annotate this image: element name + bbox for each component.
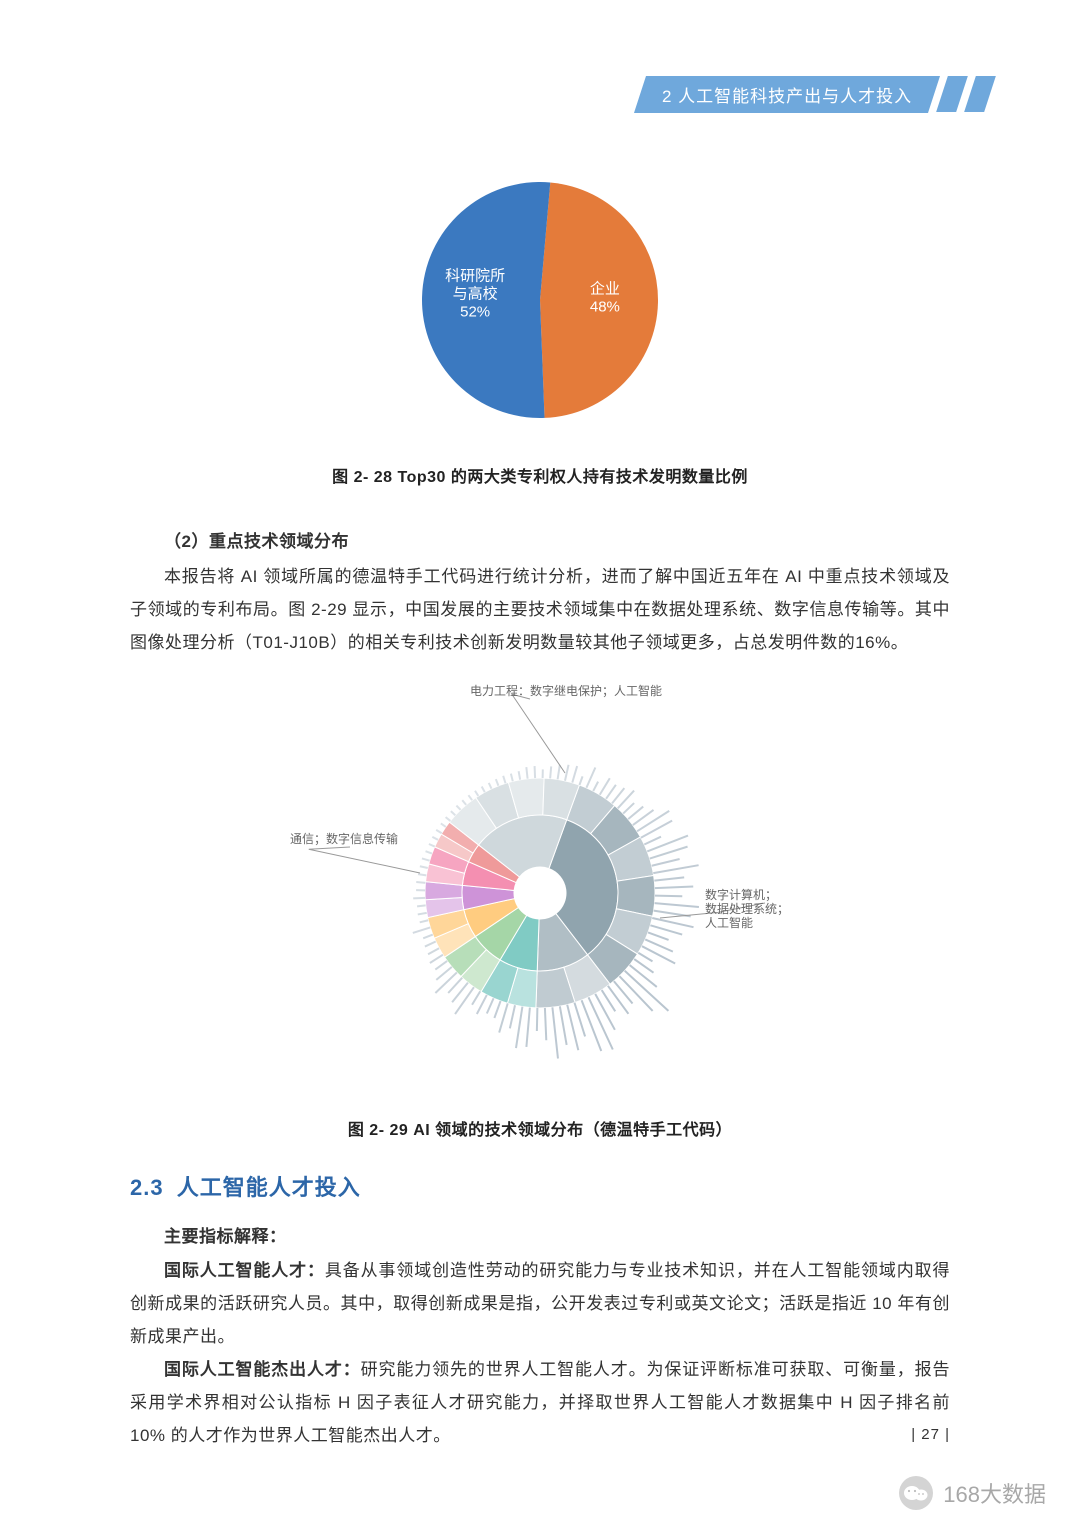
svg-text:电力工程：数字继电保护；人工智能: 电力工程：数字继电保护；人工智能 (470, 683, 662, 698)
svg-text:48%: 48% (590, 299, 620, 316)
indicator-lead: 主要指标解释： (130, 1220, 950, 1253)
definition-1-term: 国际人工智能人才： (164, 1261, 325, 1280)
section-title-2-3: 2.3 人工智能人才投入 (130, 1170, 950, 1202)
chapter-label: 2 人工智能科技产出与人才投入 (662, 82, 912, 107)
svg-text:企业: 企业 (590, 280, 620, 298)
chapter-banner: 2 人工智能科技产出与人才投入 (640, 76, 990, 112)
page-number: | 27 | (911, 1426, 950, 1443)
banner-stripe (936, 76, 968, 112)
banner-stripe (964, 76, 996, 112)
chapter-tab: 2 人工智能科技产出与人才投入 (634, 76, 940, 113)
definition-2: 国际人工智能杰出人才：研究能力领先的世界人工智能人才。为保证评断标准可获取、可衡… (130, 1353, 950, 1452)
section-title-text: 人工智能人才投入 (177, 1175, 361, 1200)
sunburst-container: 电力工程：数字继电保护；人工智能通信；数字信息传输数字计算机；数据处理系统；人工… (130, 673, 950, 1140)
wechat-icon (899, 1476, 933, 1510)
svg-text:与高校: 与高校 (453, 285, 498, 302)
sunburst-chart: 电力工程：数字继电保护；人工智能通信；数字信息传输数字计算机；数据处理系统；人工… (280, 673, 800, 1093)
svg-text:通信；数字信息传输: 通信；数字信息传输 (290, 831, 398, 846)
body-paragraph: 本报告将 AI 领域所属的德温特手工代码进行统计分析，进而了解中国近五年在 AI… (130, 560, 950, 659)
pie-chart-container: 企业48% 科研院所与高校52% 图 2- 28 Top30 的两大类专利权人持有… (130, 160, 950, 487)
svg-text:52%: 52% (460, 303, 490, 320)
watermark: 168大数据 (899, 1476, 1046, 1510)
svg-text:数字计算机；: 数字计算机； (705, 887, 777, 902)
lead-bold: 主要指标解释： (164, 1227, 287, 1246)
pie-chart: 企业48% 科研院所与高校52% (400, 160, 680, 440)
svg-text:数据处理系统；: 数据处理系统； (705, 901, 789, 916)
definition-2-term: 国际人工智能杰出人才： (164, 1360, 361, 1379)
watermark-text: 168大数据 (943, 1477, 1046, 1509)
page-content: 企业48% 科研院所与高校52% 图 2- 28 Top30 的两大类专利权人持有… (130, 150, 950, 1452)
svg-text:科研院所: 科研院所 (445, 266, 505, 284)
section-number: 2.3 (130, 1175, 164, 1200)
subsection-head: （2）重点技术领域分布 (130, 527, 950, 552)
svg-text:人工智能: 人工智能 (705, 915, 753, 930)
definition-1: 国际人工智能人才：具备从事领域创造性劳动的研究能力与专业技术知识，并在人工智能领… (130, 1254, 950, 1353)
figure-caption-2-28: 图 2- 28 Top30 的两大类专利权人持有技术发明数量比例 (130, 463, 950, 487)
figure-caption-2-29: 图 2- 29 AI 领域的技术领域分布（德温特手工代码） (130, 1116, 950, 1140)
